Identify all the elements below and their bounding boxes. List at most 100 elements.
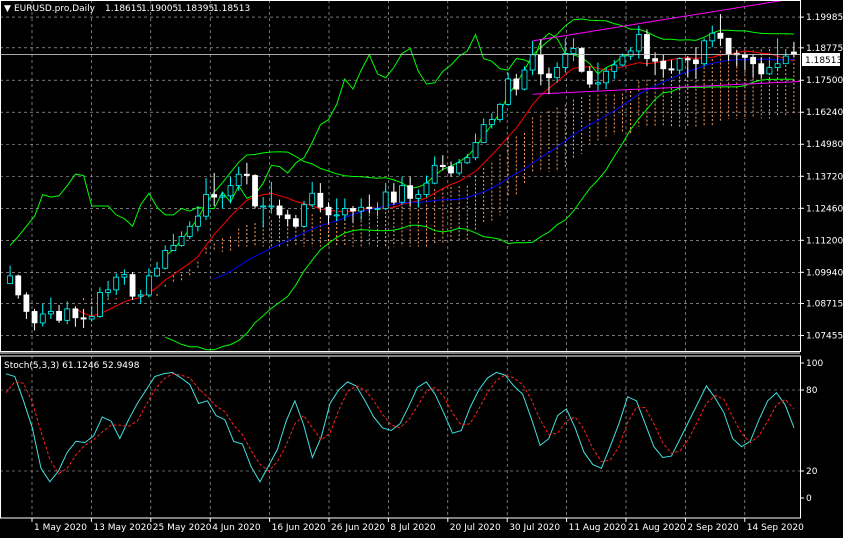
price-tick-label: 1.12460: [806, 204, 843, 214]
candle-body: [325, 206, 332, 216]
candle-body: [350, 208, 356, 212]
candle-body: [684, 58, 691, 61]
candle-body: [64, 308, 71, 321]
candle-body: [15, 275, 22, 296]
candle-body: [439, 164, 446, 168]
candle-body: [374, 208, 381, 210]
candle-body: [309, 192, 316, 206]
candle-body: [513, 78, 520, 90]
candle-body: [211, 194, 218, 198]
candle-body: [276, 205, 283, 216]
candle-body: [178, 236, 185, 246]
time-tick-label: 2 Sep 2020: [687, 523, 739, 533]
time-tick-label: 4 Jun 2020: [212, 523, 261, 533]
candle-body: [635, 34, 642, 52]
candle-body: [7, 275, 13, 284]
candle-body: [521, 69, 528, 90]
candle-body: [88, 316, 95, 320]
candle-body: [137, 294, 144, 297]
candle-body: [96, 291, 103, 317]
candle-body: [619, 55, 626, 66]
collapse-icon[interactable]: ▼: [4, 4, 11, 14]
time-tick-label: 16 Jun 2020: [272, 523, 326, 533]
channel-upper-line: [532, 0, 789, 42]
slow-ma-line: [214, 58, 794, 280]
candle-body: [570, 48, 577, 54]
fast-ma-line: [75, 50, 795, 317]
price-tick-label: 1.07455: [806, 331, 843, 341]
bollinger-lower: [165, 78, 794, 351]
candle-body: [382, 191, 389, 209]
candle-body: [782, 55, 789, 65]
stoch-tick-label: 80: [806, 386, 818, 396]
candle-body: [431, 164, 438, 184]
grid: [0, 0, 800, 518]
candle-body: [162, 250, 169, 269]
channel-lower-line: [532, 80, 801, 95]
candle-body: [562, 53, 569, 68]
candle-body: [292, 218, 299, 227]
time-tick-label: 21 Aug 2020: [628, 523, 686, 533]
candle-body: [472, 142, 479, 159]
candle-body: [333, 214, 340, 217]
stochastic-lines: [5, 371, 795, 483]
candle-body: [203, 194, 209, 217]
candle-body: [652, 58, 659, 62]
candle-body: [464, 157, 471, 164]
stoch-main-line: [5, 371, 795, 483]
indicator-lines: [9, 0, 801, 351]
candle-body: [480, 124, 487, 143]
candle-body: [595, 82, 601, 85]
time-tick-label: 25 May 2020: [153, 523, 212, 533]
stoch-signal-line: [5, 373, 795, 475]
candle-body: [358, 206, 365, 212]
candle-body: [750, 56, 756, 65]
candle-body: [603, 70, 610, 84]
chikou-line: [9, 32, 631, 246]
candle-body: [611, 64, 618, 72]
candle-body: [186, 225, 193, 237]
price-tick-label: 1.14980: [806, 140, 843, 150]
candle-body: [284, 214, 291, 220]
candle-body: [252, 175, 258, 207]
time-tick-label: 30 Jul 2020: [509, 523, 560, 533]
time-tick-label: 8 Jul 2020: [390, 523, 435, 533]
time-tick-label: 11 Aug 2020: [569, 523, 627, 533]
candle-body: [194, 215, 201, 227]
time-tick-label: 26 Jun 2020: [331, 523, 385, 533]
candle-body: [56, 311, 62, 321]
candle-body: [31, 311, 38, 324]
candle-body: [725, 37, 732, 54]
candle-body: [644, 34, 650, 60]
candle-body: [505, 78, 512, 105]
candle-body: [260, 205, 267, 208]
candle-body: [415, 194, 422, 199]
candle-body: [341, 208, 348, 216]
candle-body: [554, 67, 561, 79]
candle-body: [529, 54, 536, 71]
price-tick-label: 1.17500: [806, 76, 843, 86]
bollinger-upper: [164, 18, 794, 257]
candle-body: [497, 103, 503, 121]
current-price-label: 1.18513: [805, 56, 842, 66]
candle-body: [243, 173, 250, 176]
candle-body: [113, 276, 120, 291]
time-tick-label: 1 May 2020: [34, 523, 87, 533]
candle-body: [701, 40, 708, 65]
price-tick-label: 1.13720: [806, 172, 843, 182]
candle-body: [121, 274, 128, 278]
axis-ticks: 1.19985 1.18775 1.17500 1.16240 1.14980 1.137…: [31, 13, 843, 533]
candle-body: [227, 185, 234, 197]
candle-body: [766, 67, 773, 75]
candle-body: [390, 191, 397, 203]
stoch-label: Stoch(5,3,3) 61.1246 52.9498: [4, 361, 140, 371]
candle-body: [423, 182, 430, 195]
candle-body: [742, 54, 748, 58]
candle-body: [758, 63, 765, 75]
candle-body: [537, 54, 544, 75]
candle-body: [154, 267, 160, 277]
candle-body: [317, 192, 324, 208]
candle-body: [586, 70, 593, 85]
price-tick-label: 1.16240: [806, 108, 843, 118]
